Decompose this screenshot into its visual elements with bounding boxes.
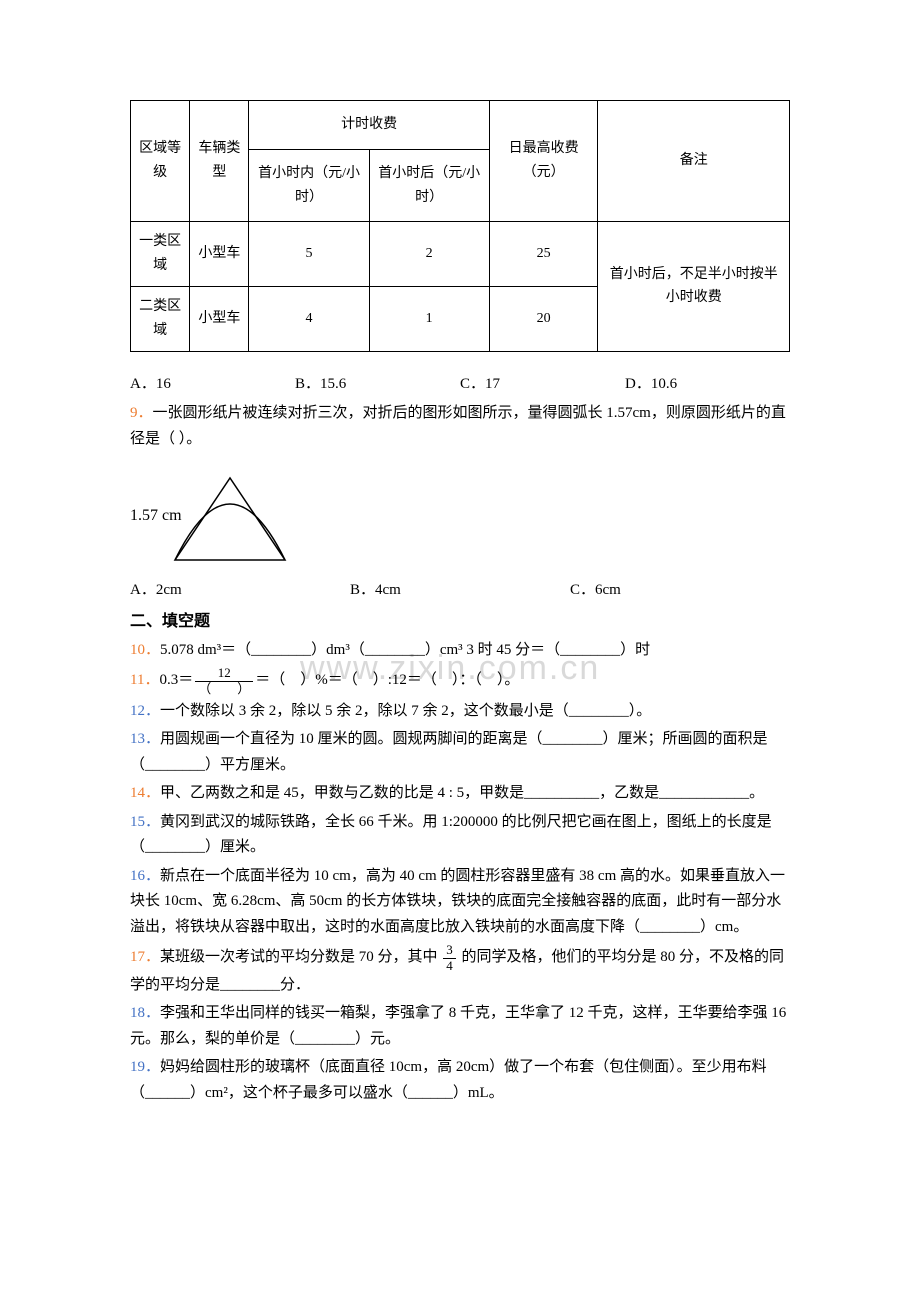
q14-text: 甲、乙两数之和是 45，甲数与乙数的比是 4 : 5，甲数是__________… [160,785,764,801]
q11-before: 0.3＝ [159,673,193,689]
q15-text: 黄冈到武汉的城际铁路，全长 66 千米。用 1:200000 的比例尺把它画在图… [130,814,772,856]
cell-max: 20 [489,286,598,351]
q19-text: 妈妈给圆柱形的玻璃杯（底面直径 10cm，高 20cm）做了一个布套（包住侧面）… [130,1059,767,1101]
q10-num: 10． [130,642,160,658]
q18-num: 18． [130,1005,160,1021]
q18-text: 李强和王华出同样的钱买一箱梨，李强拿了 8 千克，王华拿了 12 千克，这样，王… [130,1005,786,1047]
cell-note: 首小时后，不足半小时按半小时收费 [598,222,790,351]
th-vehicle: 车辆类型 [190,101,249,222]
q16-text: 新点在一个底面半径为 10 cm，高为 40 cm 的圆柱形容器里盛有 38 c… [130,868,785,935]
q17-before: 某班级一次考试的平均分数是 70 分，其中 [160,950,441,966]
th-region: 区域等级 [131,101,190,222]
q16-num: 16． [130,868,160,884]
q9-num: 9． [130,405,153,421]
q14: 14．甲、乙两数之和是 45，甲数与乙数的比是 4 : 5，甲数是_______… [130,781,790,807]
q10-text: 5.078 dm³＝（________）dm³（________）cm³ 3 时… [160,642,650,658]
q9-options: A．2cm B．4cm C．6cm [130,578,790,604]
option-c: C．17 [460,372,625,398]
th-first-hour: 首小时内（元/小时） [249,149,369,222]
q13-text: 用圆规画一个直径为 10 厘米的圆。圆规两脚间的距离是（________）厘米；… [130,731,768,773]
option-c: C．6cm [570,578,790,604]
table-row: 一类区域 小型车 5 2 25 首小时后，不足半小时按半小时收费 [131,222,790,287]
th-note: 备注 [598,101,790,222]
q9: 9．一张圆形纸片被连续对折三次，对折后的图形如图所示，量得圆弧长 1.57cm，… [130,401,790,452]
frac-den: 4 [443,959,456,973]
fee-table: 区域等级 车辆类型 计时收费 日最高收费（元） 备注 首小时内（元/小时） 首小… [130,100,790,352]
cell-first: 4 [249,286,369,351]
q9-text: 一张圆形纸片被连续对折三次，对折后的图形如图所示，量得圆弧长 1.57cm，则原… [130,405,786,447]
cell-first: 5 [249,222,369,287]
cell-region: 二类区域 [131,286,190,351]
th-daily-max: 日最高收费（元） [489,101,598,222]
q13: 13．用圆规画一个直径为 10 厘米的圆。圆规两脚间的距离是（________）… [130,727,790,778]
option-b: B．4cm [350,578,570,604]
svg-text:1.57 cm: 1.57 cm [130,507,182,524]
cell-region: 一类区域 [131,222,190,287]
q19: 19．妈妈给圆柱形的玻璃杯（底面直径 10cm，高 20cm）做了一个布套（包住… [130,1055,790,1106]
option-d: D．10.6 [625,372,790,398]
q11-after: ＝（ ）%＝（ ）:12＝（ ）：（ ）。 [255,673,519,689]
option-a: A．16 [130,372,295,398]
q11-num: 11． [130,673,159,689]
cell-after: 1 [369,286,489,351]
q17: 17．某班级一次考试的平均分数是 70 分，其中 34 的同学及格，他们的平均分… [130,943,790,998]
q9-arc-diagram: 1.57 cm [130,460,310,570]
q11-fraction: 12（ ） [195,666,253,696]
th-after-first: 首小时后（元/小时） [369,149,489,222]
frac-den: （ ） [195,682,253,696]
q15-num: 15． [130,814,160,830]
cell-after: 2 [369,222,489,287]
th-timed: 计时收费 [249,101,489,150]
cell-vehicle: 小型车 [190,222,249,287]
q12-num: 12． [130,703,160,719]
option-b: B．15.6 [295,372,460,398]
q14-num: 14． [130,785,160,801]
q15: 15．黄冈到武汉的城际铁路，全长 66 千米。用 1:200000 的比例尺把它… [130,810,790,861]
q17-num: 17． [130,950,160,966]
q18: 18．李强和王华出同样的钱买一箱梨，李强拿了 8 千克，王华拿了 12 千克，这… [130,1001,790,1052]
cell-max: 25 [489,222,598,287]
frac-num: 12 [195,666,253,681]
q16: 16．新点在一个底面半径为 10 cm，高为 40 cm 的圆柱形容器里盛有 3… [130,864,790,941]
frac-num: 3 [443,943,456,958]
section-2-title: 二、填空题 [130,608,790,635]
q11: 11．0.3＝12（ ）＝（ ）%＝（ ）:12＝（ ）：（ ）。 [130,666,790,696]
q10: 10．5.078 dm³＝（________）dm³（________）cm³ … [130,638,790,664]
q13-num: 13． [130,731,160,747]
q12-text: 一个数除以 3 余 2，除以 5 余 2，除以 7 余 2，这个数最小是（___… [160,703,651,719]
q19-num: 19． [130,1059,160,1075]
option-a: A．2cm [130,578,350,604]
cell-vehicle: 小型车 [190,286,249,351]
q17-fraction: 34 [443,943,456,973]
q8-options: A．16 B．15.6 C．17 D．10.6 [130,372,790,398]
q12: 12．一个数除以 3 余 2，除以 5 余 2，除以 7 余 2，这个数最小是（… [130,699,790,725]
